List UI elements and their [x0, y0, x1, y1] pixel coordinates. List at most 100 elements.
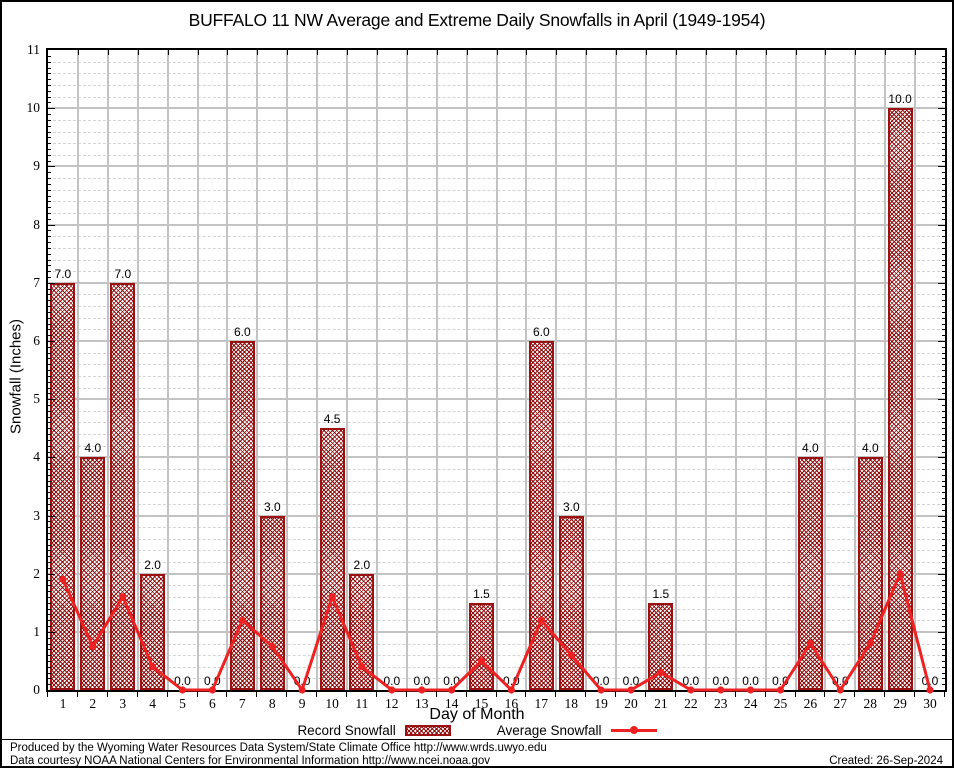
top-tick	[616, 50, 618, 55]
y-axis-tick-right	[942, 480, 945, 482]
created-date: Created: 26-Sep-2024	[829, 755, 943, 767]
y-axis-tick-right	[942, 660, 945, 662]
y-axis-tick	[48, 387, 51, 389]
y-axis-tick-right	[942, 649, 945, 651]
y-axis-tick	[48, 422, 51, 424]
top-tick	[436, 50, 438, 55]
y-axis-tick-right	[942, 253, 945, 255]
x-axis-tick	[914, 691, 916, 697]
y-axis-tick	[48, 486, 51, 488]
y-axis-tick	[48, 189, 51, 191]
bar-value-label: 4.5	[323, 412, 341, 427]
y-axis-tick-right	[942, 329, 945, 331]
y-axis-tick	[48, 207, 51, 209]
y-axis-tick	[48, 573, 55, 575]
y-tick-label: 11	[27, 42, 40, 57]
y-axis-tick	[48, 660, 51, 662]
x-axis-tick	[645, 691, 646, 697]
x-tick-label: 1	[59, 696, 67, 711]
y-axis-tick-right	[942, 131, 945, 133]
y-axis-tick	[48, 317, 51, 319]
y-axis-tick	[48, 591, 51, 593]
top-tick	[885, 50, 887, 55]
y-axis-tick	[48, 183, 51, 185]
y-axis-tick-right	[942, 96, 945, 98]
y-axis-tick	[48, 527, 51, 529]
average-data-point	[806, 639, 815, 648]
record-snowfall-bar	[110, 282, 136, 690]
y-axis-tick-right	[938, 340, 945, 342]
top-tick	[526, 50, 528, 55]
y-axis-tick-right	[942, 137, 945, 139]
x-axis-tick	[764, 691, 766, 697]
y-axis-tick	[48, 521, 51, 523]
y-axis-tick	[48, 608, 51, 610]
x-tick-label: 19	[594, 696, 608, 711]
x-axis-tick	[405, 691, 407, 697]
x-axis-tick	[226, 691, 228, 697]
y-axis-tick-right	[942, 544, 945, 546]
y-axis-tick	[48, 276, 51, 278]
y-axis-tick-right	[942, 259, 945, 261]
y-axis-tick	[48, 61, 51, 63]
x-tick-label: 10	[325, 696, 339, 711]
y-axis-tick	[48, 172, 51, 174]
y-axis-tick-right	[942, 364, 945, 366]
y-axis-tick	[48, 340, 55, 342]
average-data-point	[687, 686, 695, 694]
average-data-point	[418, 686, 426, 694]
average-data-point	[896, 570, 904, 578]
top-tick	[466, 50, 468, 55]
legend: Record Snowfall Average Snowfall	[2, 722, 952, 738]
y-axis-tick-right	[942, 503, 945, 505]
y-axis-tick	[48, 480, 51, 482]
record-snowfall-bar	[80, 457, 106, 690]
y-axis-tick	[48, 532, 51, 534]
y-axis-tick	[48, 282, 55, 284]
average-data-point	[657, 668, 665, 677]
bar-value-label: 6.0	[532, 324, 550, 339]
bar-value-label: 3.0	[263, 499, 281, 514]
y-axis-tick-right	[942, 550, 945, 552]
y-axis-tick	[48, 550, 51, 552]
record-snowfall-bar	[887, 108, 913, 690]
y-axis-tick	[48, 649, 51, 651]
major-gridline-v	[405, 50, 408, 690]
y-axis-tick-right	[938, 457, 945, 459]
y-tick-label: 6	[33, 332, 40, 348]
y-axis-tick	[48, 323, 51, 325]
y-axis-tick	[48, 166, 55, 168]
y-axis-tick	[48, 503, 51, 505]
x-tick-label: 2	[89, 696, 97, 711]
y-axis-tick-right	[942, 585, 945, 587]
y-axis-tick-right	[942, 370, 945, 371]
bar-value-label: 1.5	[473, 586, 490, 601]
y-axis-tick-right	[942, 445, 945, 447]
y-axis-tick-right	[938, 399, 945, 401]
record-snowfall-bar	[259, 515, 285, 690]
y-axis-tick	[48, 684, 51, 686]
y-axis-tick-right	[942, 643, 945, 645]
y-axis-tick-right	[938, 631, 945, 633]
x-axis-tick	[465, 691, 467, 697]
y-axis-tick	[48, 79, 51, 81]
average-data-point	[776, 686, 785, 694]
legend-record-label: Record Snowfall	[297, 722, 396, 738]
y-axis-tick-right	[942, 602, 945, 604]
y-axis-tick	[48, 637, 51, 639]
y-axis-tick-right	[942, 428, 945, 430]
y-axis-tick	[48, 544, 51, 546]
y-axis-tick-right	[942, 509, 945, 511]
y-axis-tick	[48, 201, 51, 203]
x-axis-label: Day of Month	[429, 706, 525, 723]
y-axis-tick-right	[942, 486, 945, 488]
y-axis-tick-right	[938, 515, 945, 517]
y-axis-tick-right	[942, 439, 945, 441]
y-axis-tick	[48, 306, 51, 307]
y-axis-tick	[48, 84, 51, 86]
average-data-point	[747, 686, 755, 694]
record-snowfall-bar	[319, 428, 345, 690]
y-axis-tick-right	[942, 125, 945, 127]
y-axis-tick	[48, 148, 51, 150]
top-tick	[107, 50, 109, 55]
